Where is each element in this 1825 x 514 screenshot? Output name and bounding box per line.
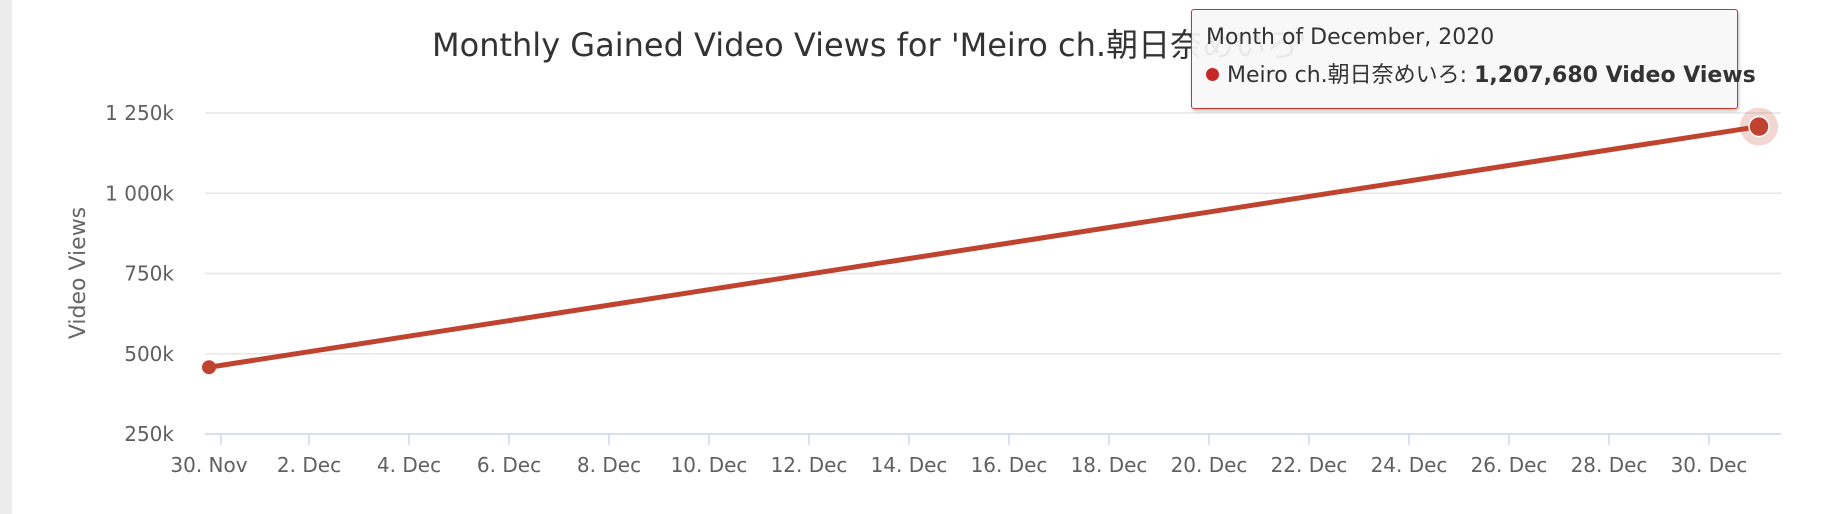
x-tick-label: 26. Dec [1471, 453, 1548, 477]
data-point [202, 360, 216, 375]
series-layer [202, 107, 1778, 375]
line-chart: 30. Nov 2. Dec 4. Dec 6. Dec 8. Dec 10. Dec 12… [66, 26, 1781, 477]
x-tick-label: 18. Dec [1071, 453, 1148, 477]
tooltip-series-label: Meiro ch.朝日奈めいろ: [1227, 63, 1468, 88]
tooltip-header: Month of December, 2020 [1206, 25, 1495, 50]
x-tick-label: 10. Dec [671, 453, 748, 477]
chart-title: Monthly Gained Video Views for 'Meiro ch… [432, 26, 1307, 64]
x-tick-label: 24. Dec [1371, 453, 1448, 477]
y-axis-title: Video Views [66, 207, 91, 339]
tooltip-value: 1,207,680 Video Views [1474, 63, 1756, 88]
y-axis: 250k 500k 750k 1 000k 1 250k [105, 101, 174, 446]
series-dot-icon [1206, 68, 1219, 81]
x-tick-label: 22. Dec [1271, 453, 1348, 477]
x-tick-label: 6. Dec [477, 453, 541, 477]
y-tick-label: 250k [124, 422, 174, 446]
y-tick-label: 750k [124, 262, 174, 286]
x-tick-label: 28. Dec [1571, 453, 1648, 477]
x-tick-label: 16. Dec [971, 453, 1048, 477]
x-tick-label: 20. Dec [1171, 453, 1248, 477]
x-tick-label: 30. Nov [170, 453, 247, 477]
x-axis: 30. Nov 2. Dec 4. Dec 6. Dec 8. Dec 10. Dec 12… [170, 433, 1781, 477]
tooltip-row: Meiro ch.朝日奈めいろ: 1,207,680 Video Views [1206, 57, 1756, 89]
x-tick-label: 12. Dec [771, 453, 848, 477]
y-tick-label: 500k [124, 342, 174, 366]
data-point [1748, 115, 1770, 138]
y-tick-label: 1 250k [105, 101, 174, 125]
y-tick-label: 1 000k [105, 181, 174, 205]
x-tick-label: 8. Dec [577, 453, 641, 477]
x-tick-label: 2. Dec [277, 453, 341, 477]
data-tooltip: Month of December, 2020 Meiro ch.朝日奈めいろ:… [1191, 9, 1756, 109]
x-tick-label: 14. Dec [871, 453, 948, 477]
series-line [206, 124, 1762, 370]
x-tick-label: 30. Dec [1671, 453, 1748, 477]
chart-page: 30. Nov 2. Dec 4. Dec 6. Dec 8. Dec 10. Dec 12… [12, 0, 1825, 514]
x-tick-label: 4. Dec [377, 453, 441, 477]
grid-lines [205, 112, 1781, 355]
